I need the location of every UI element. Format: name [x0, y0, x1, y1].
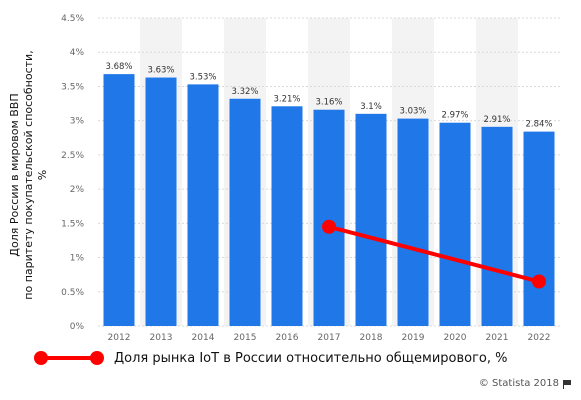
bar [187, 84, 219, 326]
y-tick-label: 2% [70, 185, 85, 195]
iot-line-point [532, 274, 546, 289]
x-tick-label: 2016 [276, 333, 299, 343]
iot-line [322, 219, 546, 289]
y-tick-label: 4% [70, 48, 85, 58]
bar [271, 106, 303, 326]
y-tick-label: 0.5% [61, 288, 84, 298]
bar [103, 74, 135, 326]
y-tick-label: 4.5% [61, 14, 84, 24]
iot-line-point [322, 219, 336, 234]
bar [481, 126, 513, 327]
x-tick-label: 2017 [318, 333, 341, 343]
x-tick-label: 2021 [486, 333, 509, 343]
bars [103, 74, 555, 327]
x-ticks: 2012 2013 2014 2015 2016 2017 2018 2019 2020 2021… [108, 333, 551, 343]
bar-value-label: 2.84% [525, 120, 552, 130]
x-tick-label: 2014 [192, 333, 215, 343]
bar [229, 98, 261, 327]
legend-dot-left [34, 351, 48, 365]
y-ticks: 0% 0.5% 1% 1.5% 2% 2.5% 3% 3.5% 4% 4.5% [61, 14, 84, 332]
legend-line-segment [42, 356, 96, 360]
statista-credit[interactable]: © Statista 2018 [479, 378, 571, 389]
x-tick-label: 2018 [360, 333, 383, 343]
bar [439, 122, 471, 326]
legend-dot-right [90, 351, 104, 365]
x-tick-label: 2012 [108, 333, 131, 343]
bar [145, 77, 177, 327]
bar-value-label: 2.97% [441, 111, 468, 121]
bar-value-label: 3.16% [315, 98, 342, 108]
y-tick-label: 2.5% [61, 151, 84, 161]
x-tick-label: 2013 [150, 333, 173, 343]
iot-line-path [328, 224, 540, 284]
flag-icon[interactable] [563, 379, 571, 389]
bar-value-label: 3.63% [147, 66, 174, 76]
credit-text[interactable]: © Statista 2018 [478, 378, 559, 389]
y-axis-label: Доля России в мировом ВВП по паритету по… [8, 50, 49, 299]
bar [523, 131, 555, 326]
y-axis-label-line-2: по паритету покупательской способности, [22, 50, 35, 299]
x-tick-label: 2022 [528, 333, 551, 343]
legend: Доля рынка IoT в России относительно общ… [30, 346, 508, 370]
bar-value-label: 3.68% [105, 62, 132, 72]
bar-value-label: 3.53% [189, 72, 216, 82]
bar-value-label: 3.1% [360, 102, 382, 112]
legend-label: Доля рынка IoT в России относительно общ… [114, 350, 508, 366]
x-tick-label: 2020 [444, 333, 467, 343]
x-tick-label: 2015 [234, 333, 257, 343]
bar-labels: 3.68% 3.63% 3.53% 3.32% 3.21% 3.16% 3.1% 3.03% 2… [105, 62, 552, 129]
y-tick-label: 0% [70, 322, 85, 332]
bar-value-label: 3.32% [231, 87, 258, 97]
bar [397, 118, 429, 326]
y-tick-label: 1.5% [61, 219, 84, 229]
y-axis-label-line-1: Доля России в мировом ВВП [8, 93, 21, 256]
bar-value-label: 3.03% [399, 107, 426, 117]
bar-value-label: 2.91% [483, 115, 510, 125]
bar-value-label: 3.21% [273, 94, 300, 104]
bar [313, 109, 345, 327]
y-axis-label-line-3: % [36, 170, 49, 180]
legend-line-marker [34, 348, 104, 368]
bar [355, 113, 387, 326]
y-tick-label: 1% [70, 254, 85, 264]
x-tick-label: 2019 [402, 333, 425, 343]
y-tick-label: 3% [70, 117, 85, 127]
y-tick-label: 3.5% [61, 82, 84, 92]
